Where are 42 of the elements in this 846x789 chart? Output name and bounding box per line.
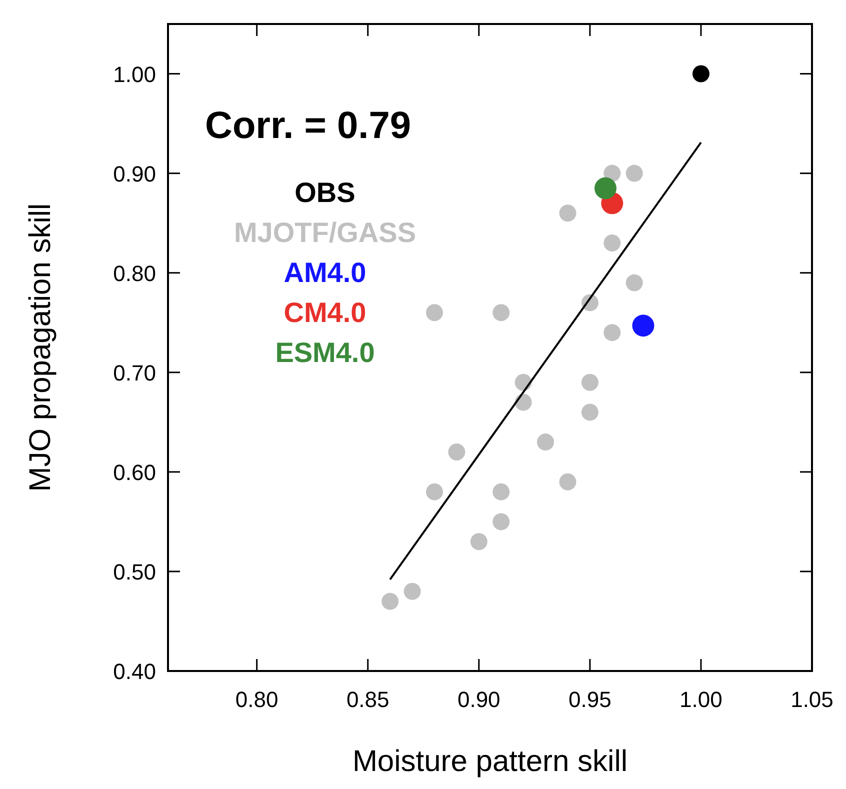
point <box>448 444 466 461</box>
text: AM4.0 <box>284 257 366 288</box>
x-tick-label: 0.80 <box>235 687 278 712</box>
text: OBS <box>294 177 356 208</box>
point <box>492 483 510 500</box>
x-tick-label: 0.95 <box>568 687 612 712</box>
point <box>594 177 616 200</box>
text: ESM4.0 <box>275 337 375 368</box>
point <box>626 274 643 292</box>
point <box>426 304 443 322</box>
y-tick-label: 0.70 <box>113 360 156 386</box>
point <box>581 404 598 421</box>
point <box>426 483 443 500</box>
y-tick-label: 1.00 <box>113 62 156 87</box>
y-axis-title: MJO propagation skill <box>24 203 57 492</box>
x-tick-label: 1.05 <box>790 687 834 712</box>
point <box>382 592 399 610</box>
y-tick-label: 0.40 <box>113 659 156 684</box>
point <box>559 473 576 490</box>
point <box>492 304 510 322</box>
point <box>626 164 643 182</box>
y-tick-label: 0.90 <box>113 161 156 186</box>
annotation: Corr. = 0.79 <box>205 105 411 147</box>
point <box>604 324 621 342</box>
y-tick-label: 0.60 <box>113 460 156 485</box>
y-tick-label: 0.80 <box>113 260 156 286</box>
point <box>559 204 576 222</box>
point <box>492 513 510 530</box>
point <box>470 533 488 550</box>
x-tick-label: 0.90 <box>457 687 500 712</box>
y-tick-label: 0.50 <box>113 559 156 584</box>
point <box>692 65 710 82</box>
point <box>404 582 421 600</box>
x-axis-title: Moisture pattern skill <box>352 745 628 778</box>
point <box>632 314 654 337</box>
x-tick-label: 1.00 <box>680 687 722 712</box>
text: MJOTF/GASS <box>234 217 416 248</box>
point <box>581 374 598 391</box>
text: CM4.0 <box>284 297 366 328</box>
x-tick-label: 0.85 <box>346 687 390 712</box>
point <box>604 234 621 252</box>
point <box>537 434 554 451</box>
